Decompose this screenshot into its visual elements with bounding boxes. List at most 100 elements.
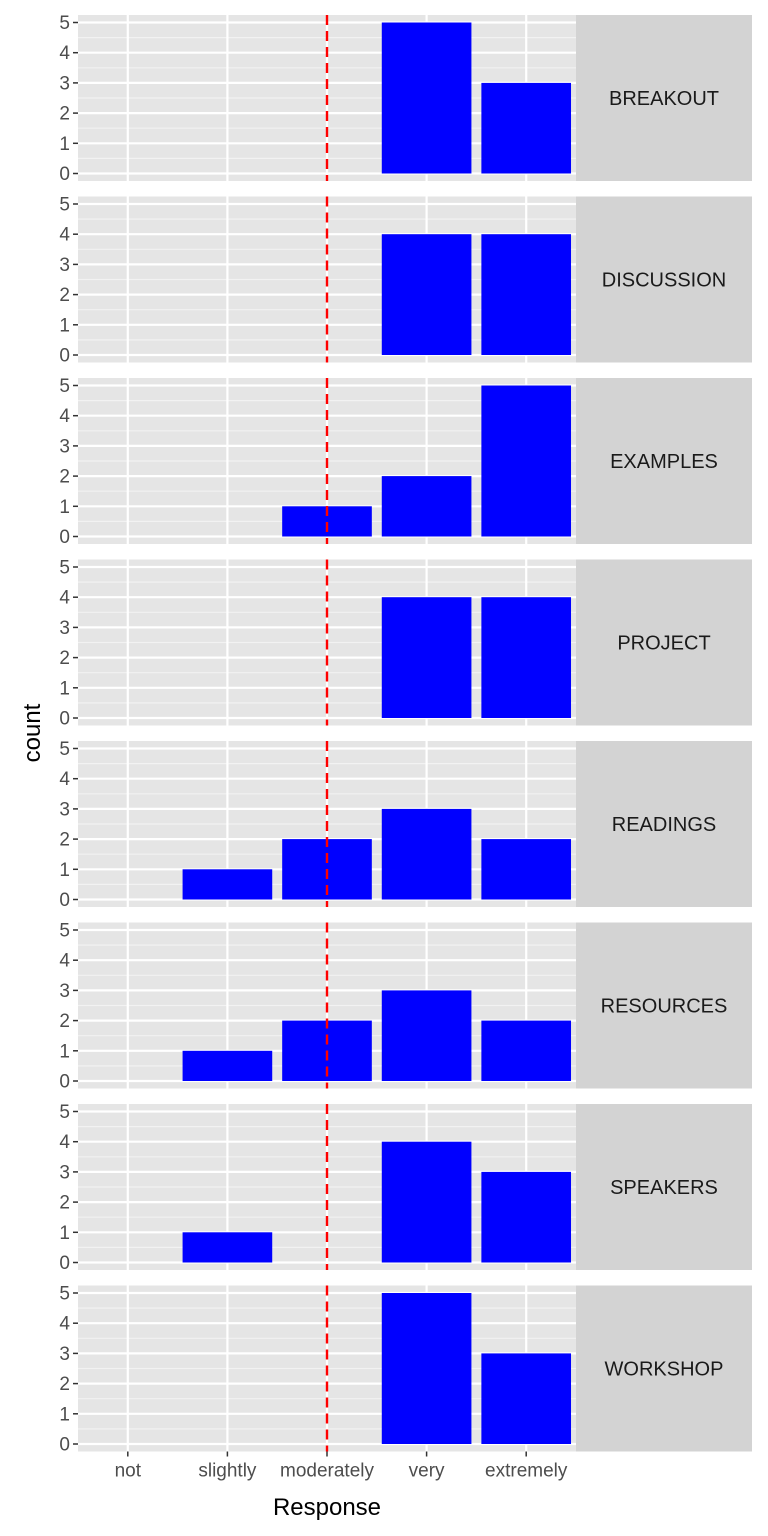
- y-tick-label: 5: [59, 739, 70, 760]
- y-tick-label: 2: [59, 1374, 70, 1395]
- bar-very: [381, 1293, 472, 1444]
- y-tick-label: 5: [59, 376, 70, 397]
- y-tick-label: 3: [59, 1162, 70, 1183]
- x-tick-label: extremely: [485, 1461, 568, 1482]
- bar-very: [381, 808, 472, 900]
- y-tick-label: 4: [59, 951, 70, 972]
- y-tick-label: 2: [59, 1011, 70, 1032]
- y-tick-label: 4: [59, 1314, 70, 1335]
- facet-strip-label: SPEAKERS: [610, 1177, 718, 1199]
- y-tick-label: 5: [59, 13, 70, 34]
- x-axis-title: Response: [273, 1494, 381, 1521]
- panel-discussion: 0 1 2 3 4 5 DISCUSSION: [59, 195, 752, 367]
- facet-strip-label: READINGS: [612, 814, 716, 836]
- x-tick-label: very: [409, 1461, 445, 1482]
- bar-very: [381, 22, 472, 174]
- facet-strip: [576, 196, 752, 363]
- y-tick-label: 2: [59, 1193, 70, 1214]
- y-tick-label: 5: [59, 558, 70, 579]
- y-tick-label: 2: [59, 285, 70, 306]
- facet-strip-label: BREAKOUT: [609, 88, 719, 110]
- y-tick-label: 1: [59, 678, 70, 699]
- bar-extremely: [481, 1020, 572, 1081]
- x-axis: not slightly moderately very extremely: [115, 1451, 568, 1482]
- y-tick-label: 3: [59, 1344, 70, 1365]
- y-tick-label: 4: [59, 769, 70, 790]
- bar-slightly: [182, 869, 273, 900]
- facet-strip-label: EXAMPLES: [610, 451, 718, 473]
- y-tick-label: 0: [59, 1435, 70, 1456]
- y-tick-label: 3: [59, 255, 70, 276]
- bar-extremely: [481, 839, 572, 900]
- y-tick-label: 5: [59, 195, 70, 216]
- x-tick-label: not: [115, 1461, 142, 1482]
- panel-breakout: 0 1 2 3 4 5 BREAKOUT: [59, 13, 752, 185]
- bar-extremely: [481, 82, 572, 174]
- panel-project: 0 1 2 3 4 5 PROJECT: [59, 558, 752, 730]
- y-tick-label: 1: [59, 1404, 70, 1425]
- y-tick-label: 0: [59, 527, 70, 548]
- y-tick-label: 0: [59, 164, 70, 185]
- y-tick-label: 0: [59, 709, 70, 730]
- y-tick-label: 1: [59, 1041, 70, 1062]
- y-tick-label: 1: [59, 1223, 70, 1244]
- panel-readings: 0 1 2 3 4 5 READINGS: [59, 739, 752, 911]
- y-tick-label: 2: [59, 104, 70, 125]
- facet-strip: [576, 378, 752, 544]
- y-tick-label: 3: [59, 618, 70, 639]
- y-tick-label: 3: [59, 981, 70, 1002]
- y-tick-label: 3: [59, 799, 70, 820]
- y-tick-label: 2: [59, 467, 70, 488]
- facet-strip: [576, 741, 752, 907]
- panels-layer: 0 1 2 3 4 5 BREAKOUT 0 1 2 3 4 5 DISCUSSION 0 1 2 3 4 5 EXAM…: [59, 13, 752, 1482]
- y-tick-label: 4: [59, 43, 70, 64]
- y-axis-title: count: [19, 703, 46, 762]
- bar-very: [381, 597, 472, 718]
- bar-extremely: [481, 234, 572, 355]
- y-tick-label: 4: [59, 406, 70, 427]
- y-tick-label: 1: [59, 315, 70, 336]
- bar-slightly: [182, 1050, 273, 1081]
- y-tick-label: 2: [59, 648, 70, 669]
- bar-very: [381, 476, 472, 537]
- panel-examples: 0 1 2 3 4 5 EXAMPLES: [59, 376, 752, 548]
- y-tick-label: 1: [59, 497, 70, 518]
- y-tick-label: 5: [59, 921, 70, 942]
- facet-strip-label: PROJECT: [617, 633, 710, 655]
- y-tick-label: 5: [59, 1284, 70, 1305]
- bar-extremely: [481, 597, 572, 718]
- x-tick-label: slightly: [198, 1461, 257, 1482]
- panel-speakers: 0 1 2 3 4 5 SPEAKERS: [59, 1102, 752, 1274]
- y-tick-label: 4: [59, 588, 70, 609]
- facet-strip: [576, 559, 752, 726]
- y-tick-label: 4: [59, 1132, 70, 1153]
- facet-strip: [576, 1285, 752, 1452]
- bar-very: [381, 990, 472, 1081]
- y-tick-label: 0: [59, 1072, 70, 1093]
- x-tick-label: moderately: [280, 1461, 374, 1482]
- bar-slightly: [182, 1232, 273, 1263]
- y-tick-label: 0: [59, 890, 70, 911]
- bar-very: [381, 1141, 472, 1263]
- bar-extremely: [481, 385, 572, 537]
- facet-strip: [576, 1104, 752, 1270]
- facet-strip-label: RESOURCES: [601, 996, 728, 1018]
- facet-strip-label: WORKSHOP: [605, 1359, 724, 1381]
- y-tick-label: 4: [59, 225, 70, 246]
- panel-resources: 0 1 2 3 4 5 RESOURCES: [59, 921, 752, 1093]
- y-tick-label: 0: [59, 1253, 70, 1274]
- y-tick-label: 3: [59, 436, 70, 457]
- y-tick-label: 0: [59, 346, 70, 367]
- y-tick-label: 5: [59, 1102, 70, 1123]
- facet-strip: [576, 15, 752, 181]
- panel-workshop: 0 1 2 3 4 5 WORKSHOP: [59, 1284, 752, 1456]
- facet-strip-label: DISCUSSION: [602, 270, 726, 292]
- y-tick-label: 2: [59, 830, 70, 851]
- y-tick-label: 1: [59, 860, 70, 881]
- y-tick-label: 3: [59, 73, 70, 94]
- bar-extremely: [481, 1353, 572, 1444]
- facet-strip: [576, 922, 752, 1089]
- bar-very: [381, 234, 472, 355]
- bar-extremely: [481, 1171, 572, 1263]
